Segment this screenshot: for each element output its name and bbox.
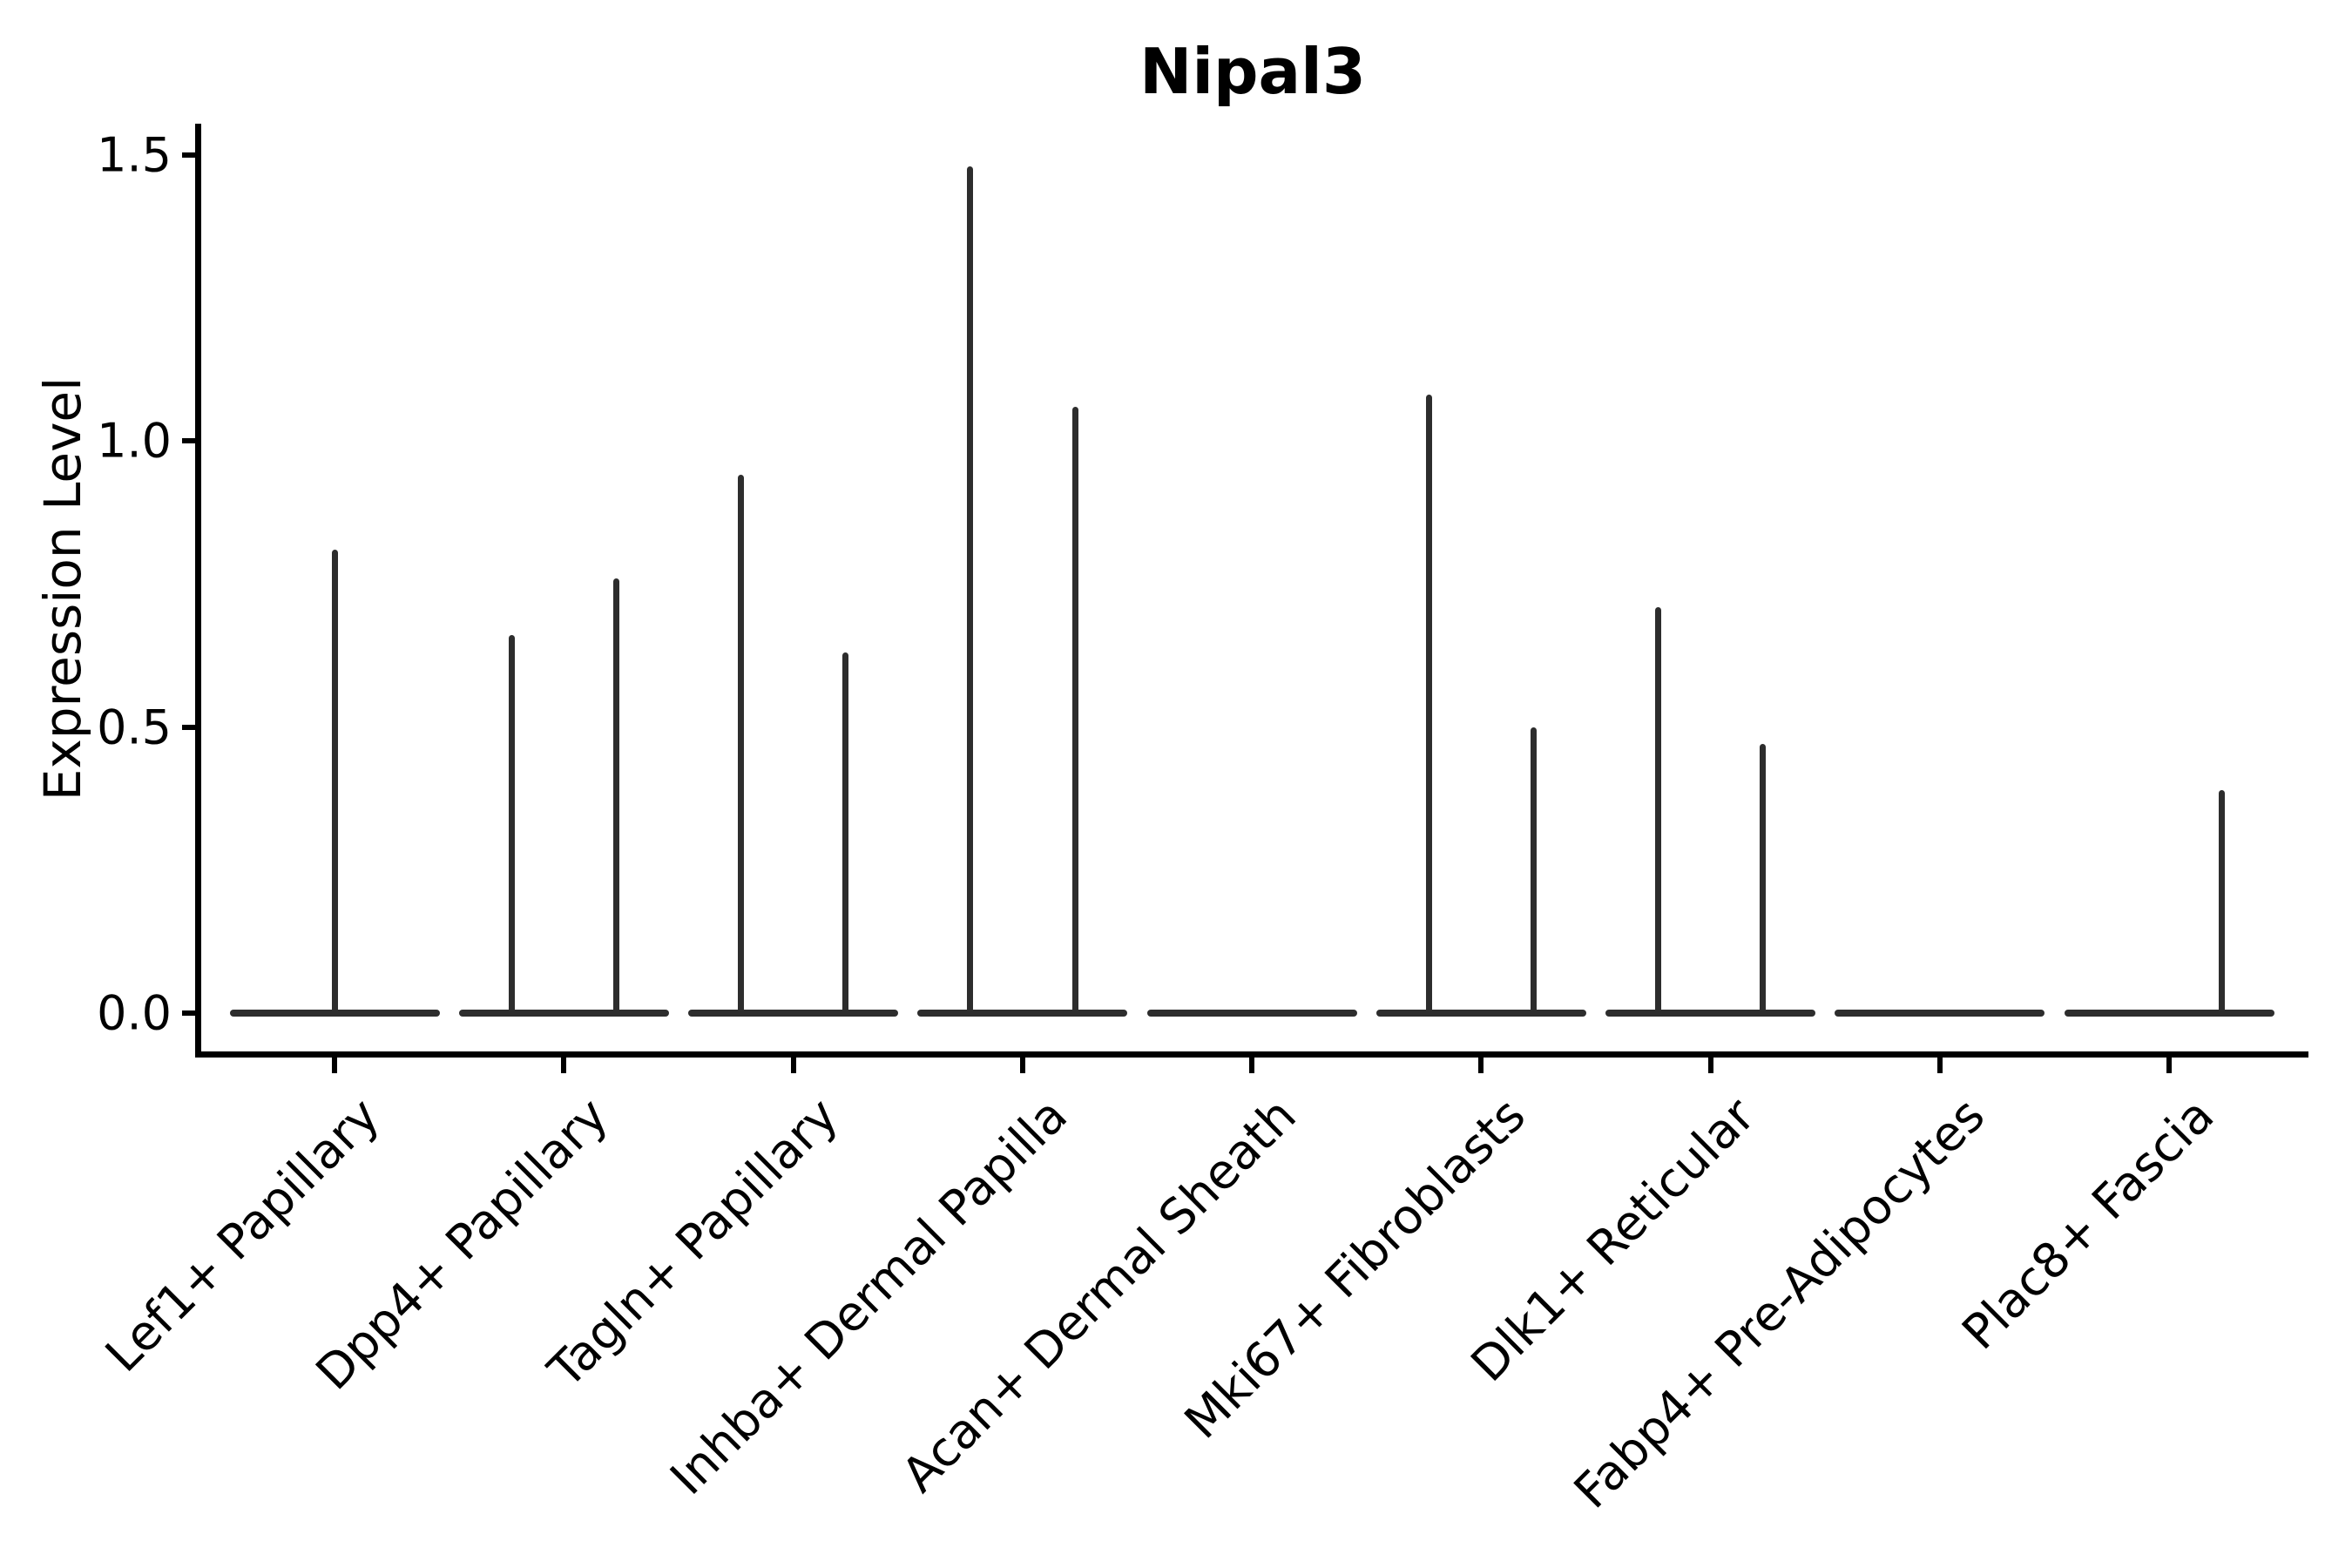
violin-spike xyxy=(967,166,973,1013)
y-tick-label: 1.0 xyxy=(97,413,172,469)
violin-spike xyxy=(1425,395,1432,1013)
x-tick-label: Inhba+ Dermal Papilla xyxy=(659,1087,1078,1506)
chart-title: Nipal3 xyxy=(1139,35,1366,108)
x-tick-label: Fabp4+ Pre-Adipocytes xyxy=(1563,1087,1996,1519)
x-tick-mark xyxy=(1936,1057,1943,1073)
violin-baseline xyxy=(688,1010,898,1017)
violin-baseline xyxy=(1835,1010,2045,1017)
y-tick-mark xyxy=(182,1010,198,1016)
violin-spike xyxy=(842,652,849,1013)
violin-baseline xyxy=(1146,1010,1357,1017)
x-tick-mark xyxy=(1249,1057,1254,1073)
violin-baseline xyxy=(917,1010,1128,1017)
x-tick-mark xyxy=(790,1057,796,1073)
x-axis-spine xyxy=(194,1051,2308,1058)
violin-spike xyxy=(508,635,515,1013)
x-tick-mark xyxy=(1478,1057,1484,1073)
y-tick-mark xyxy=(182,438,198,443)
violin-spike xyxy=(1071,406,1078,1013)
violin-spike xyxy=(1760,744,1767,1013)
x-tick-mark xyxy=(561,1057,567,1073)
y-tick-mark xyxy=(182,152,198,158)
x-tick-mark xyxy=(2166,1057,2172,1073)
violin-spike xyxy=(1531,727,1537,1013)
y-tick-label: 0.5 xyxy=(97,700,172,754)
y-axis-spine xyxy=(194,124,201,1058)
violin-spike xyxy=(1654,606,1661,1013)
y-tick-label: 0.0 xyxy=(97,985,172,1041)
violin-spike xyxy=(737,475,744,1013)
x-tick-mark xyxy=(332,1057,337,1073)
violin-baseline xyxy=(458,1010,669,1017)
violin-baseline xyxy=(1375,1010,1586,1017)
violin-spike xyxy=(613,578,619,1013)
violin-baseline xyxy=(229,1010,440,1017)
x-tick-mark xyxy=(1707,1057,1713,1073)
x-tick-mark xyxy=(1019,1057,1025,1073)
x-tick-label: Acan+ Dermal Sheath xyxy=(891,1087,1308,1504)
y-tick-label: 1.5 xyxy=(97,127,172,182)
y-tick-mark xyxy=(182,724,198,730)
violin-baseline xyxy=(1605,1010,1815,1017)
violin-spike xyxy=(2218,789,2225,1013)
violin-baseline xyxy=(2064,1010,2274,1017)
violin-spike xyxy=(331,549,338,1013)
